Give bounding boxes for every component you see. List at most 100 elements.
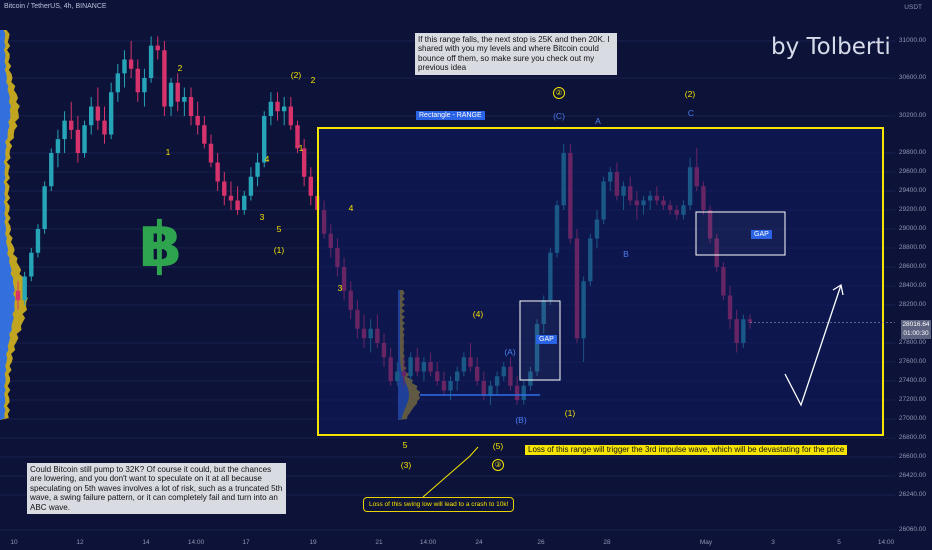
candle-body bbox=[95, 106, 101, 121]
candle-body bbox=[188, 97, 194, 116]
current-price-tag: 28016.64 01:00:30 bbox=[901, 320, 931, 339]
projection-arrow bbox=[784, 284, 842, 407]
candle-body bbox=[235, 200, 240, 210]
candle bbox=[89, 97, 94, 135]
candle bbox=[162, 41, 167, 116]
candle bbox=[142, 68, 147, 107]
y-tick-label: 31000.00 bbox=[898, 37, 926, 44]
wave-label: (4) bbox=[472, 309, 484, 319]
wave-label-blue: (A) bbox=[504, 347, 516, 357]
y-tick-label: 28800.00 bbox=[898, 244, 926, 251]
candle bbox=[255, 153, 260, 187]
wave-label: 1 bbox=[298, 143, 304, 153]
x-tick-label: 3 bbox=[771, 539, 775, 546]
candle-body bbox=[89, 106, 94, 126]
candle-body bbox=[301, 148, 307, 177]
x-tick-label: 19 bbox=[309, 539, 317, 546]
candle-body bbox=[308, 176, 313, 196]
y-tick-label: 27400.00 bbox=[898, 377, 926, 384]
y-tick-label: 28600.00 bbox=[898, 263, 926, 270]
candle bbox=[268, 92, 274, 126]
wave-label: 2 bbox=[310, 75, 316, 85]
callout-pointer bbox=[422, 446, 479, 498]
candle bbox=[128, 41, 134, 78]
candle bbox=[115, 64, 121, 102]
candle-body bbox=[62, 120, 67, 140]
y-tick-label: 27800.00 bbox=[898, 339, 926, 346]
candle-body bbox=[102, 120, 107, 135]
candle bbox=[102, 106, 107, 144]
y-tick-label: 26240.00 bbox=[898, 491, 926, 498]
x-tick-label: 28 bbox=[603, 539, 611, 546]
candle bbox=[188, 87, 194, 126]
candle-body bbox=[122, 59, 127, 74]
wave-label: (5) bbox=[492, 441, 504, 451]
y-tick-label: 30600.00 bbox=[898, 74, 926, 81]
x-tick-label: 14 bbox=[142, 539, 150, 546]
y-tick-label: 30200.00 bbox=[898, 112, 926, 119]
candle bbox=[155, 36, 160, 60]
range-label: Rectangle - RANGE bbox=[416, 111, 485, 120]
candle bbox=[202, 116, 207, 149]
wave-label: 4 bbox=[264, 154, 270, 164]
candle-body bbox=[69, 120, 74, 130]
candle-body bbox=[268, 101, 274, 116]
gap-label-1: GAP bbox=[536, 335, 557, 344]
wave-label: 1 bbox=[165, 147, 171, 157]
wave-label-circled: ③ bbox=[492, 459, 504, 471]
candle-body bbox=[195, 116, 200, 126]
candle-body bbox=[202, 125, 207, 144]
candle bbox=[108, 82, 114, 140]
candle-body bbox=[42, 186, 47, 229]
wave-label: 4 bbox=[348, 203, 354, 213]
wave-label-circled: ② bbox=[553, 87, 565, 99]
currency-label: USDT bbox=[904, 4, 922, 11]
candle-body bbox=[242, 195, 247, 210]
gap-label-2: GAP bbox=[751, 230, 772, 239]
y-tick-label: 29200.00 bbox=[898, 206, 926, 213]
candle bbox=[135, 59, 140, 102]
candle-body bbox=[15, 290, 21, 301]
wave-label: 5 bbox=[276, 224, 282, 234]
candle bbox=[308, 167, 313, 206]
candle bbox=[242, 191, 247, 215]
candle-body bbox=[75, 129, 81, 153]
candle-body bbox=[142, 78, 147, 93]
wave-label: (1) bbox=[564, 408, 576, 418]
candle-body bbox=[55, 139, 61, 153]
candle-body bbox=[29, 252, 34, 277]
candle bbox=[195, 101, 200, 135]
range-loss-note: Loss of this range will trigger the 3rd … bbox=[525, 445, 848, 455]
y-tick-label: 29800.00 bbox=[898, 149, 926, 156]
candle-body bbox=[275, 101, 280, 112]
x-tick-label: 14:00 bbox=[419, 539, 437, 546]
candle-body bbox=[115, 73, 121, 93]
candle bbox=[275, 92, 280, 121]
symbol-header: Bitcoin / TetherUS, 4h, BINANCE bbox=[4, 3, 107, 10]
candle-body bbox=[128, 59, 134, 69]
wave-label: 5 bbox=[402, 440, 408, 450]
candle bbox=[222, 172, 227, 206]
y-tick-label: 27600.00 bbox=[898, 358, 926, 365]
projection-arrowhead bbox=[832, 283, 844, 296]
candle-body bbox=[255, 162, 260, 177]
wave-label: (3) bbox=[400, 460, 412, 470]
candle-body bbox=[148, 45, 154, 78]
y-tick-label: 26600.00 bbox=[898, 453, 926, 460]
range-rectangle bbox=[317, 127, 884, 436]
y-tick-label: 29400.00 bbox=[898, 187, 926, 194]
wave-label: (2) bbox=[684, 89, 696, 99]
wave-label: 3 bbox=[259, 212, 265, 222]
x-tick-label: 14:00 bbox=[877, 539, 895, 546]
candle bbox=[49, 148, 54, 191]
candle-body bbox=[222, 181, 227, 196]
candle bbox=[22, 271, 27, 305]
candle bbox=[35, 224, 41, 258]
range-fill bbox=[318, 128, 883, 435]
candle-body bbox=[168, 82, 174, 107]
x-tick-label: 12 bbox=[76, 539, 84, 546]
x-tick-label: 26 bbox=[537, 539, 545, 546]
wave-label-blue: C bbox=[687, 108, 695, 118]
candle bbox=[215, 153, 220, 191]
y-tick-label: 27000.00 bbox=[898, 415, 926, 422]
